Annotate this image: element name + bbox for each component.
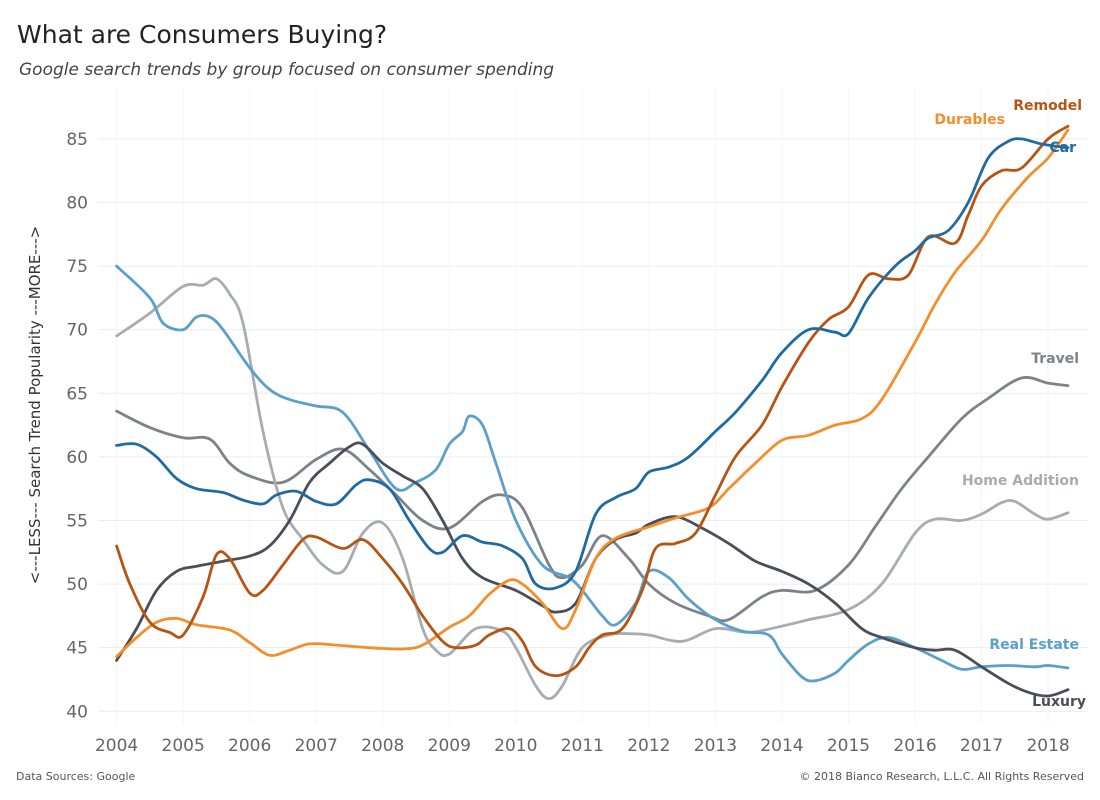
x-tick-label: 2013 [694,736,737,756]
x-tick-label: 2018 [1026,736,1069,756]
x-tick-label: 2004 [95,736,138,756]
x-tick-label: 2009 [428,736,471,756]
series-line-travel [115,376,1070,623]
y-tick-label: 80 [66,193,88,213]
y-tick-label: 85 [66,130,88,150]
x-tick-label: 2017 [960,736,1003,756]
x-tick-label: 2011 [561,736,604,756]
chart-title: What are Consumers Buying? [17,20,388,49]
series-lines [115,124,1070,700]
x-tick-label: 2006 [228,736,271,756]
y-tick-label: 45 [66,639,88,659]
axis-ticks: 40 45 50 55 60 65 70 75 80 85 2004 2005 2006 2007 2008… [66,130,1069,756]
series-labels: Travel Home Addition Real Estate Luxury Dura… [934,98,1086,710]
series-line-car [115,137,1070,591]
y-tick-label: 70 [66,321,88,341]
series-label-home-addition: Home Addition [962,473,1079,489]
series-label-real-estate: Real Estate [989,637,1079,653]
series-label-luxury: Luxury [1032,694,1086,710]
series-line-real-estate [115,264,1070,683]
series-line-remodel [115,124,1070,678]
x-tick-label: 2007 [295,736,338,756]
gridlines [98,88,1088,724]
y-tick-label: 50 [66,575,88,595]
data-source-note: Data Sources: Google [16,770,136,783]
y-tick-label: 65 [66,384,88,404]
series-label-remodel: Remodel [1013,98,1082,114]
series-line-luxury [115,441,1070,698]
x-tick-label: 2010 [494,736,537,756]
x-tick-label: 2014 [760,736,803,756]
copyright-note: © 2018 Bianco Research, L.L.C. All Right… [799,770,1084,783]
y-tick-label: 55 [66,511,88,531]
series-line-home-addition [115,277,1070,700]
series-label-travel: Travel [1031,351,1079,367]
y-axis-label: <---LESS--- Search Trend Popularity ---M… [26,226,44,584]
series-label-durables: Durables [934,112,1005,128]
x-tick-label: 2008 [361,736,404,756]
x-tick-label: 2005 [162,736,205,756]
series-line-durables [115,128,1070,658]
chart-subtitle: Google search trends by group focused on… [19,60,555,80]
y-tick-label: 60 [66,448,88,468]
y-tick-label: 75 [66,257,88,277]
x-tick-label: 2015 [827,736,870,756]
y-tick-label: 40 [66,702,88,722]
x-tick-label: 2016 [893,736,936,756]
x-tick-label: 2012 [627,736,670,756]
series-label-car: Car [1049,140,1076,156]
